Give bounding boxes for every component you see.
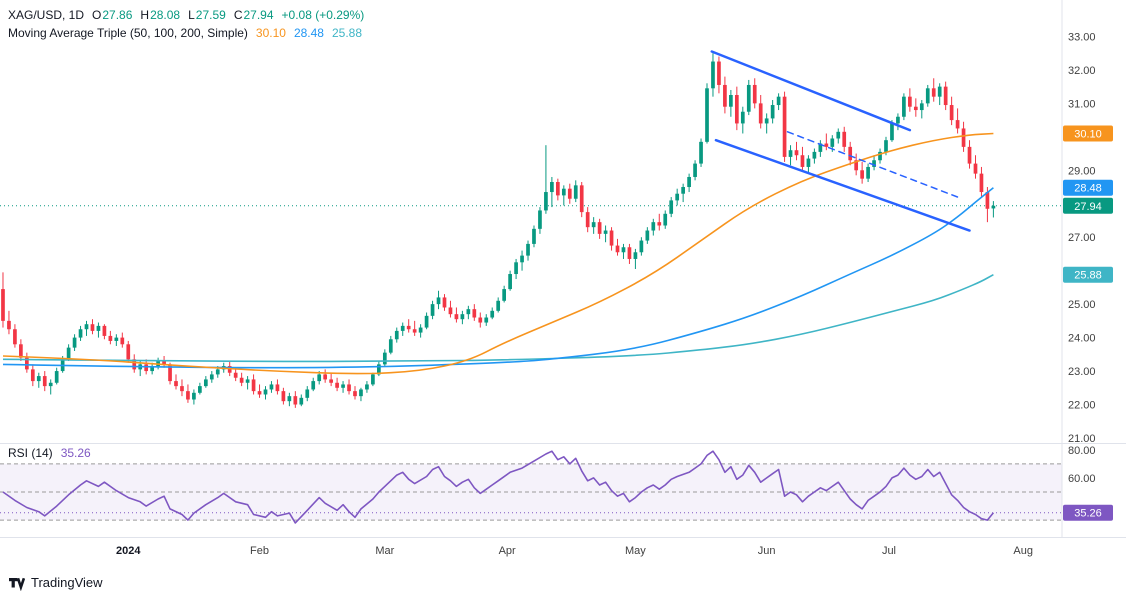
ma100-value: 28.48 [293, 26, 324, 40]
svg-text:27.94: 27.94 [1074, 201, 1102, 213]
time-axis[interactable]: 2024 Feb Mar Apr May Jun Jul Aug [116, 545, 1033, 557]
ma200-line [2, 273, 994, 363]
ma50-value: 30.10 [255, 26, 286, 40]
trendline-drawing[interactable] [714, 138, 971, 232]
price-axis-label: 33.00 [1068, 31, 1096, 43]
tradingview-logo-icon [9, 577, 25, 591]
channel-drawing[interactable] [710, 50, 971, 232]
time-axis-label: Jun [758, 545, 776, 557]
open-field: O 27.86 [92, 8, 132, 22]
price-badge: 28.48 [1063, 179, 1113, 196]
high-field: H 28.08 [140, 8, 180, 22]
low-field: L 27.59 [188, 8, 226, 22]
rsi-badge: 35.26 [1063, 504, 1113, 521]
time-axis-label: Aug [1013, 545, 1033, 557]
change-value: +0.08 (+0.29%) [281, 8, 365, 22]
trendline-drawing[interactable] [786, 131, 959, 198]
price-axis-label: 21.00 [1068, 433, 1096, 445]
tradingview-attribution[interactable]: TradingView [8, 574, 103, 591]
rsi-indicator-legend[interactable]: RSI (14) 35.26 [8, 446, 91, 460]
price-axis-label: 31.00 [1068, 98, 1096, 110]
rsi-value: 35.26 [60, 446, 91, 460]
close-label: C [233, 8, 243, 22]
svg-text:28.48: 28.48 [1074, 183, 1102, 195]
ma100-line [2, 187, 994, 369]
price-axis-label: 24.00 [1068, 333, 1096, 345]
time-axis-label: May [625, 545, 646, 557]
time-axis-label: Feb [250, 545, 269, 557]
time-axis-label: Apr [499, 545, 516, 557]
svg-text:30.10: 30.10 [1074, 128, 1102, 140]
rsi-axis-label: 80.00 [1068, 445, 1096, 457]
rsi-axis-label: 60.00 [1068, 473, 1096, 485]
rsi-indicator-title[interactable]: RSI (14) [8, 446, 53, 460]
time-axis-label: Jul [882, 545, 896, 557]
svg-text:35.26: 35.26 [1074, 508, 1102, 520]
close-value: 27.94 [243, 8, 274, 22]
price-axis-label: 29.00 [1068, 165, 1096, 177]
tradingview-brand-text: TradingView [31, 575, 103, 590]
low-label: L [188, 8, 195, 22]
trendline-drawing[interactable] [710, 50, 912, 132]
price-axis[interactable]: 33.00 32.00 31.00 29.00 27.00 25.00 24.00 23.00… [1063, 31, 1113, 445]
price-axis-label: 27.00 [1068, 232, 1096, 244]
rsi-axis[interactable]: 80.00 60.00 35.26 [1063, 445, 1113, 521]
svg-text:25.88: 25.88 [1074, 270, 1102, 282]
ma50-line [2, 132, 994, 375]
price-axis-label: 25.00 [1068, 299, 1096, 311]
ma-indicator-legend[interactable]: Moving Average Triple (50, 100, 200, Sim… [8, 26, 362, 40]
price-axis-label: 23.00 [1068, 366, 1096, 378]
symbol-legend[interactable]: XAG/USD, 1D O 27.86 H 28.08 L 27.59 C 27.94 … [8, 8, 364, 22]
rsi-band [0, 463, 1062, 521]
open-label: O [92, 8, 102, 22]
high-label: H [140, 8, 150, 22]
candlesticks [1, 53, 996, 408]
price-badge: 30.10 [1063, 125, 1113, 142]
high-value: 28.08 [150, 8, 181, 22]
time-axis-label: 2024 [116, 545, 141, 557]
time-axis-label: Mar [375, 545, 394, 557]
close-field: C 27.94 [234, 8, 274, 22]
symbol-title[interactable]: XAG/USD, 1D [8, 8, 85, 22]
rsi-line [2, 450, 995, 524]
price-axis-label: 32.00 [1068, 65, 1096, 77]
low-value: 27.59 [195, 8, 226, 22]
price-badge: 27.94 [1063, 197, 1113, 214]
price-badge: 25.88 [1063, 266, 1113, 283]
price-axis-label: 22.00 [1068, 400, 1096, 412]
ma-indicator-title[interactable]: Moving Average Triple (50, 100, 200, Sim… [8, 26, 248, 40]
open-value: 27.86 [102, 8, 133, 22]
ma200-value: 25.88 [331, 26, 363, 40]
